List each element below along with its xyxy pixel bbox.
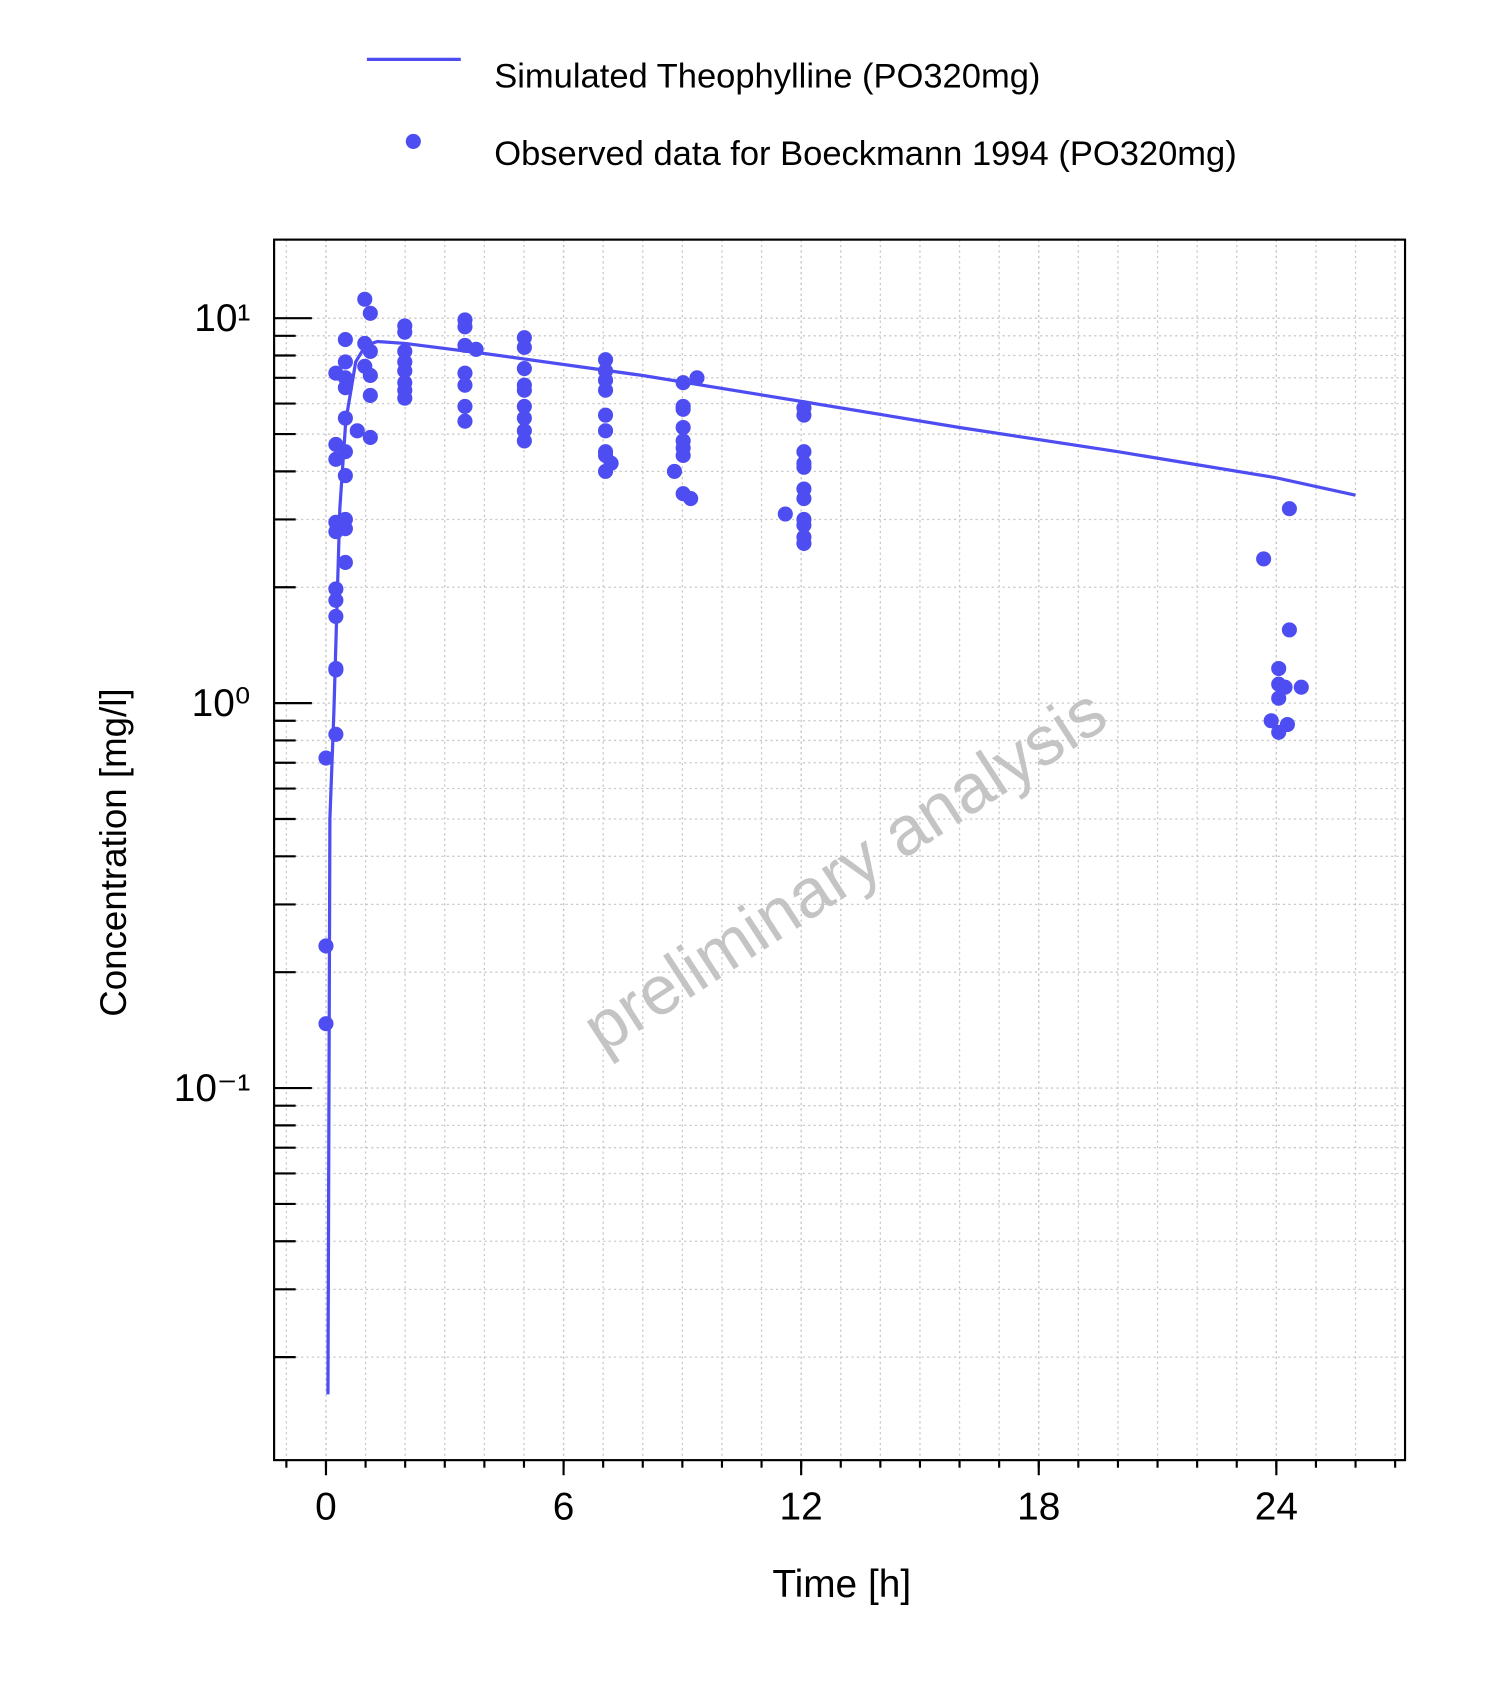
data-point bbox=[337, 354, 353, 370]
y-axis-label: Concentration [mg/l] bbox=[93, 688, 134, 1016]
data-point bbox=[1271, 660, 1287, 677]
data-point bbox=[457, 365, 473, 381]
data-point bbox=[597, 382, 614, 398]
data-point bbox=[675, 419, 691, 436]
data-point bbox=[337, 444, 353, 460]
data-point bbox=[1277, 679, 1293, 695]
data-point bbox=[597, 423, 614, 439]
watermark: preliminary analysis bbox=[569, 672, 1120, 1068]
data-point bbox=[397, 343, 413, 359]
data-point bbox=[457, 319, 473, 335]
y-tick-label: 10¹ bbox=[194, 297, 250, 340]
data-point bbox=[362, 429, 378, 446]
data-point bbox=[516, 339, 532, 355]
data-point bbox=[457, 398, 473, 414]
data-point bbox=[349, 423, 365, 439]
legend-label: Observed data for Boeckmann 1994 (PO320m… bbox=[494, 135, 1237, 173]
data-point bbox=[328, 592, 344, 608]
data-point bbox=[516, 382, 532, 398]
data-point bbox=[1263, 713, 1279, 729]
legend-label: Simulated Theophylline (PO320mg) bbox=[494, 57, 1040, 95]
y-tick-label: 10⁰ bbox=[192, 682, 251, 725]
x-tick-label: 24 bbox=[1255, 1485, 1298, 1528]
data-point bbox=[328, 660, 344, 677]
data-point bbox=[1293, 679, 1309, 695]
data-point bbox=[796, 490, 812, 507]
data-point bbox=[397, 363, 413, 379]
data-point bbox=[516, 410, 532, 426]
data-point bbox=[516, 398, 532, 414]
data-point bbox=[597, 407, 614, 423]
data-point bbox=[1256, 551, 1272, 567]
data-point bbox=[1271, 690, 1287, 706]
data-point bbox=[337, 332, 353, 348]
data-point bbox=[796, 535, 812, 551]
marks bbox=[318, 291, 1356, 1395]
data-point bbox=[1281, 622, 1297, 638]
data-point bbox=[362, 305, 378, 321]
data-point bbox=[597, 352, 614, 368]
data-point bbox=[357, 291, 373, 307]
data-point bbox=[468, 341, 484, 357]
y-tick-label: 10⁻¹ bbox=[174, 1067, 251, 1110]
data-point bbox=[796, 517, 812, 533]
data-point bbox=[603, 455, 619, 471]
data-point bbox=[318, 938, 334, 954]
data-point bbox=[457, 377, 473, 393]
data-point bbox=[337, 468, 353, 484]
data-point bbox=[328, 726, 344, 742]
data-point bbox=[362, 387, 378, 403]
data-point bbox=[796, 459, 812, 475]
x-tick-label: 0 bbox=[315, 1485, 337, 1528]
data-point bbox=[675, 401, 691, 417]
data-point bbox=[516, 360, 532, 377]
data-point bbox=[362, 343, 378, 359]
grid bbox=[274, 239, 1406, 1461]
data-point bbox=[362, 367, 378, 384]
data-point bbox=[1281, 501, 1297, 517]
x-tick-label: 6 bbox=[553, 1485, 575, 1528]
data-point bbox=[457, 413, 473, 429]
data-point bbox=[516, 433, 532, 449]
data-point bbox=[328, 581, 344, 597]
data-point bbox=[337, 554, 353, 571]
data-point bbox=[675, 447, 691, 464]
data-point bbox=[337, 511, 353, 528]
legend-dot bbox=[405, 133, 421, 149]
data-point bbox=[318, 1016, 334, 1032]
data-point bbox=[689, 370, 705, 386]
x-tick-label: 18 bbox=[1017, 1485, 1060, 1528]
data-point bbox=[666, 463, 682, 479]
x-axis-label: Time [h] bbox=[772, 1563, 911, 1606]
data-point bbox=[318, 750, 334, 766]
data-point bbox=[675, 375, 691, 391]
data-point bbox=[397, 324, 413, 340]
plot-border bbox=[273, 238, 1407, 1462]
data-point bbox=[796, 407, 812, 423]
data-point bbox=[1279, 716, 1295, 733]
data-point bbox=[328, 608, 344, 624]
data-point bbox=[337, 410, 353, 426]
data-point bbox=[337, 370, 353, 386]
data-point bbox=[796, 444, 812, 460]
data-point bbox=[397, 390, 413, 406]
x-tick-label: 12 bbox=[780, 1485, 823, 1528]
data-point bbox=[683, 490, 699, 507]
data-point bbox=[777, 506, 793, 522]
